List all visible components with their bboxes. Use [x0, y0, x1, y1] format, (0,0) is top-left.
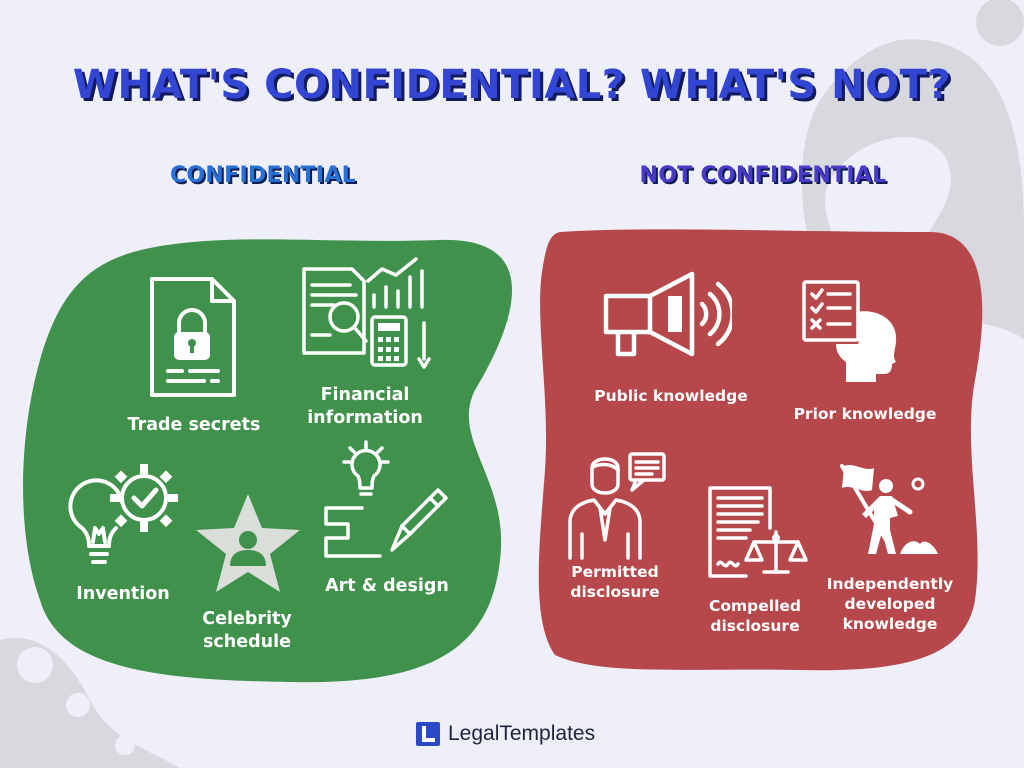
- brand-name: LegalTemplates: [448, 722, 596, 745]
- confidential-heading: CONFIDENTIAL: [169, 163, 356, 188]
- invention-label: Invention: [76, 584, 170, 604]
- celebrity-schedule-label: Celebrity schedule: [202, 609, 292, 652]
- page-title: WHAT'S CONFIDENTIAL? WHAT'S NOT?: [72, 62, 952, 108]
- brand: LegalTemplates: [416, 720, 595, 748]
- financial-documents-icon: [302, 257, 431, 369]
- businessman-speech-icon: [568, 452, 666, 560]
- person-flag-icon: [840, 464, 938, 554]
- document-scales-icon: [708, 486, 808, 578]
- star-person-icon: [196, 494, 300, 592]
- permitted-disclosure-label: Permitted disclosure: [570, 563, 660, 602]
- art-design-label: Art & design: [325, 576, 449, 596]
- compelled-disclosure-label: Compelled disclosure: [708, 597, 802, 636]
- legaltemplates-logo-icon: [416, 722, 440, 746]
- lightbulb-gear-icon: [68, 464, 178, 564]
- independently-developed-knowledge-label: Independently developed knowledge: [826, 575, 954, 634]
- lightbulb-pencil-icon: [324, 440, 448, 558]
- public-knowledge-label: Public knowledge: [594, 387, 748, 405]
- prior-knowledge-label: Prior knowledge: [793, 405, 937, 423]
- not-confidential-heading: NOT CONFIDENTIAL: [639, 163, 887, 188]
- trade-secrets-label: Trade secrets: [127, 415, 261, 435]
- megaphone-icon: [603, 271, 732, 357]
- financial-information-label: Financial information: [307, 385, 423, 428]
- checklist-head-icon: [802, 280, 897, 382]
- locked-document-icon: [150, 277, 236, 397]
